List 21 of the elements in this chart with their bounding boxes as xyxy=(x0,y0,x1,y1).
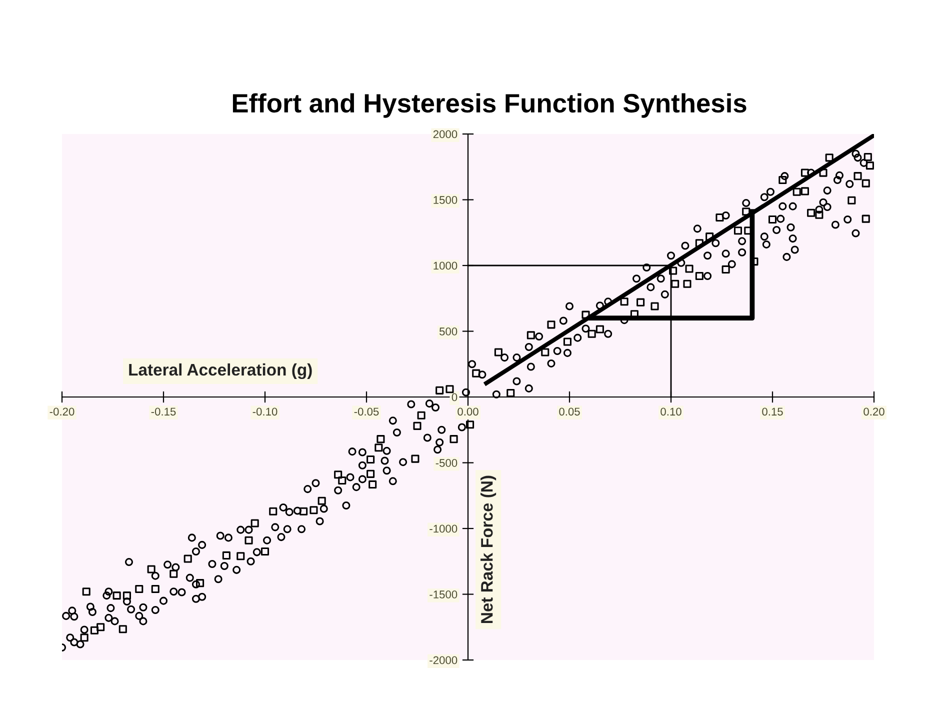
y-tick-label: 500 xyxy=(439,328,458,336)
x-tick-label: 0.00 xyxy=(458,408,478,416)
x-tick-label: -0.05 xyxy=(354,408,379,416)
x-tick-label: 0.10 xyxy=(660,408,682,416)
y-axis-title: Net Rack Force (N) xyxy=(480,476,496,623)
y-tick-label: -1500 xyxy=(430,590,458,598)
y-tick-label: 1000 xyxy=(434,262,458,270)
y-tick-label: 2000 xyxy=(433,130,458,138)
y-tick-label: 0 xyxy=(452,393,458,402)
y-tick-label: -2000 xyxy=(430,656,458,664)
x-tick-label: 0.05 xyxy=(559,408,580,416)
x-tick-label: -0.15 xyxy=(151,408,176,416)
y-tick-label: 1500 xyxy=(434,196,458,204)
x-tick-label: 0.15 xyxy=(762,408,783,416)
chart-title: Effort and Hysteresis Function Synthesis xyxy=(232,93,746,118)
x-axis-title: Lateral Acceleration (g) xyxy=(129,363,312,380)
x-tick-label: 0.20 xyxy=(864,408,884,416)
x-tick-label: -0.20 xyxy=(50,408,74,416)
y-tick-label: -1000 xyxy=(430,524,458,533)
y-tick-label: -500 xyxy=(436,459,458,467)
x-tick-label: -0.10 xyxy=(252,408,278,416)
